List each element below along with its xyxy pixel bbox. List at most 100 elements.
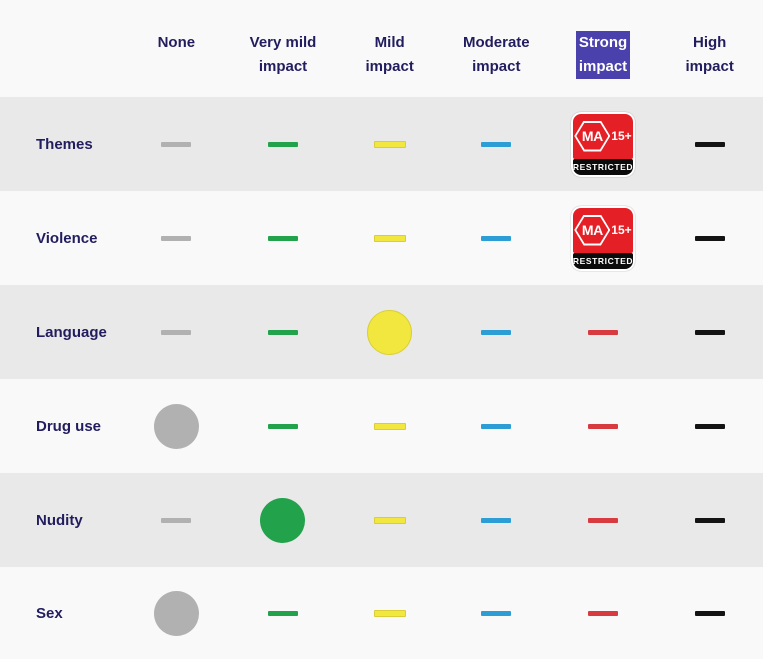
row-drug-use: Drug use <box>0 379 763 473</box>
impact-dash-very_mild <box>267 329 298 335</box>
cell-drug-use-strong[interactable] <box>550 379 657 473</box>
cell-language-mild[interactable] <box>336 285 443 379</box>
cell-sex-moderate[interactable] <box>443 567 550 659</box>
impact-dash-high <box>694 517 725 523</box>
impact-dash-mild <box>373 516 406 524</box>
cell-drug-use-very_mild[interactable] <box>230 379 337 473</box>
selected-impact-circle-none <box>153 590 199 636</box>
impact-dash-high <box>694 329 725 335</box>
cell-themes-very_mild[interactable] <box>230 97 337 191</box>
cell-language-high[interactable] <box>656 285 763 379</box>
row-label: Themes <box>36 135 93 153</box>
cell-violence-strong[interactable]: MA 15+ RESTRICTED <box>550 191 657 285</box>
badge-rating-text: MA <box>581 222 603 238</box>
column-header-label: impact <box>685 58 734 75</box>
row-label: Drug use <box>36 417 102 435</box>
badge-restricted-bar: RESTRICTED <box>573 158 633 175</box>
column-header-label: Very mild <box>249 34 317 51</box>
cell-themes-strong[interactable]: MA 15+ RESTRICTED <box>550 97 657 191</box>
impact-dash-mild <box>373 609 406 617</box>
impact-dash-strong <box>587 423 618 429</box>
row-themes: Themes MA 15+ RESTRICTED <box>0 97 763 191</box>
table-body: Themes MA 15+ RESTRICTED Violence MA 15+ RESTRI… <box>0 97 763 659</box>
row-violence: Violence MA 15+ RESTRICTED <box>0 191 763 285</box>
column-header-none: None <box>123 0 230 97</box>
impact-dash-moderate <box>481 517 512 523</box>
row-label: Language <box>36 323 107 341</box>
badge-age-text: 15+ <box>611 129 632 143</box>
cell-violence-none[interactable] <box>123 191 230 285</box>
impact-dash-strong <box>587 329 618 335</box>
cell-nudity-high[interactable] <box>656 473 763 567</box>
cell-sex-none[interactable] <box>123 567 230 659</box>
cell-sex-high[interactable] <box>656 567 763 659</box>
impact-dash-strong <box>587 610 618 616</box>
ma-hexagon-icon: MA <box>574 214 611 246</box>
impact-dash-none <box>161 235 192 241</box>
column-header-high: High impact <box>656 0 763 97</box>
cell-drug-use-high[interactable] <box>656 379 763 473</box>
impact-dash-moderate <box>481 610 512 616</box>
impact-dash-high <box>694 610 725 616</box>
column-header-moderate: Moderate impact <box>443 0 550 97</box>
impact-dash-none <box>161 141 192 147</box>
impact-dash-none <box>161 517 192 523</box>
cell-violence-high[interactable] <box>656 191 763 285</box>
badge-restricted-bar: RESTRICTED <box>573 252 633 269</box>
impact-dash-high <box>694 423 725 429</box>
impact-dash-moderate <box>481 141 512 147</box>
selected-impact-circle-very_mild <box>260 497 306 543</box>
cell-violence-very_mild[interactable] <box>230 191 337 285</box>
row-language: Language <box>0 285 763 379</box>
column-header-label: None <box>157 34 196 51</box>
impact-dash-none <box>161 329 192 335</box>
row-label: Nudity <box>36 511 83 529</box>
cell-nudity-strong[interactable] <box>550 473 657 567</box>
column-header-label: impact <box>472 58 521 75</box>
cell-drug-use-none[interactable] <box>123 379 230 473</box>
cell-nudity-moderate[interactable] <box>443 473 550 567</box>
cell-themes-moderate[interactable] <box>443 97 550 191</box>
badge-rating-text: MA <box>581 128 603 144</box>
impact-dash-mild <box>373 422 406 430</box>
row-sex: Sex <box>0 567 763 659</box>
ma15-restricted-badge: MA 15+ RESTRICTED <box>570 205 635 271</box>
impact-dash-very_mild <box>267 423 298 429</box>
impact-dash-mild <box>373 234 406 242</box>
column-header-strong: Strong impact <box>550 0 657 97</box>
cell-nudity-none[interactable] <box>123 473 230 567</box>
cell-language-very_mild[interactable] <box>230 285 337 379</box>
cell-language-none[interactable] <box>123 285 230 379</box>
column-header-label: impact <box>575 55 631 79</box>
impact-dash-high <box>694 141 725 147</box>
cell-themes-high[interactable] <box>656 97 763 191</box>
cell-drug-use-mild[interactable] <box>336 379 443 473</box>
table-header: None Very mild impact Mild impact Moderate imp… <box>0 0 763 97</box>
cell-nudity-very_mild[interactable] <box>230 473 337 567</box>
impact-dash-moderate <box>481 235 512 241</box>
cell-themes-mild[interactable] <box>336 97 443 191</box>
impact-dash-moderate <box>481 423 512 429</box>
cell-violence-moderate[interactable] <box>443 191 550 285</box>
column-header-label: High <box>692 34 727 51</box>
impact-dash-very_mild <box>267 235 298 241</box>
cell-drug-use-moderate[interactable] <box>443 379 550 473</box>
impact-dash-very_mild <box>267 610 298 616</box>
column-header-mild: Mild impact <box>336 0 443 97</box>
row-label: Violence <box>36 229 98 247</box>
header-spacer <box>0 0 123 97</box>
column-header-label: impact <box>258 58 308 75</box>
cell-nudity-mild[interactable] <box>336 473 443 567</box>
selected-impact-circle-none <box>153 403 199 449</box>
row-label: Sex <box>36 604 63 622</box>
cell-themes-none[interactable] <box>123 97 230 191</box>
cell-language-strong[interactable] <box>550 285 657 379</box>
cell-sex-strong[interactable] <box>550 567 657 659</box>
cell-sex-mild[interactable] <box>336 567 443 659</box>
cell-sex-very_mild[interactable] <box>230 567 337 659</box>
column-header-label: Mild <box>374 34 405 51</box>
cell-language-moderate[interactable] <box>443 285 550 379</box>
ma15-restricted-badge: MA 15+ RESTRICTED <box>570 111 635 177</box>
cell-violence-mild[interactable] <box>336 191 443 285</box>
